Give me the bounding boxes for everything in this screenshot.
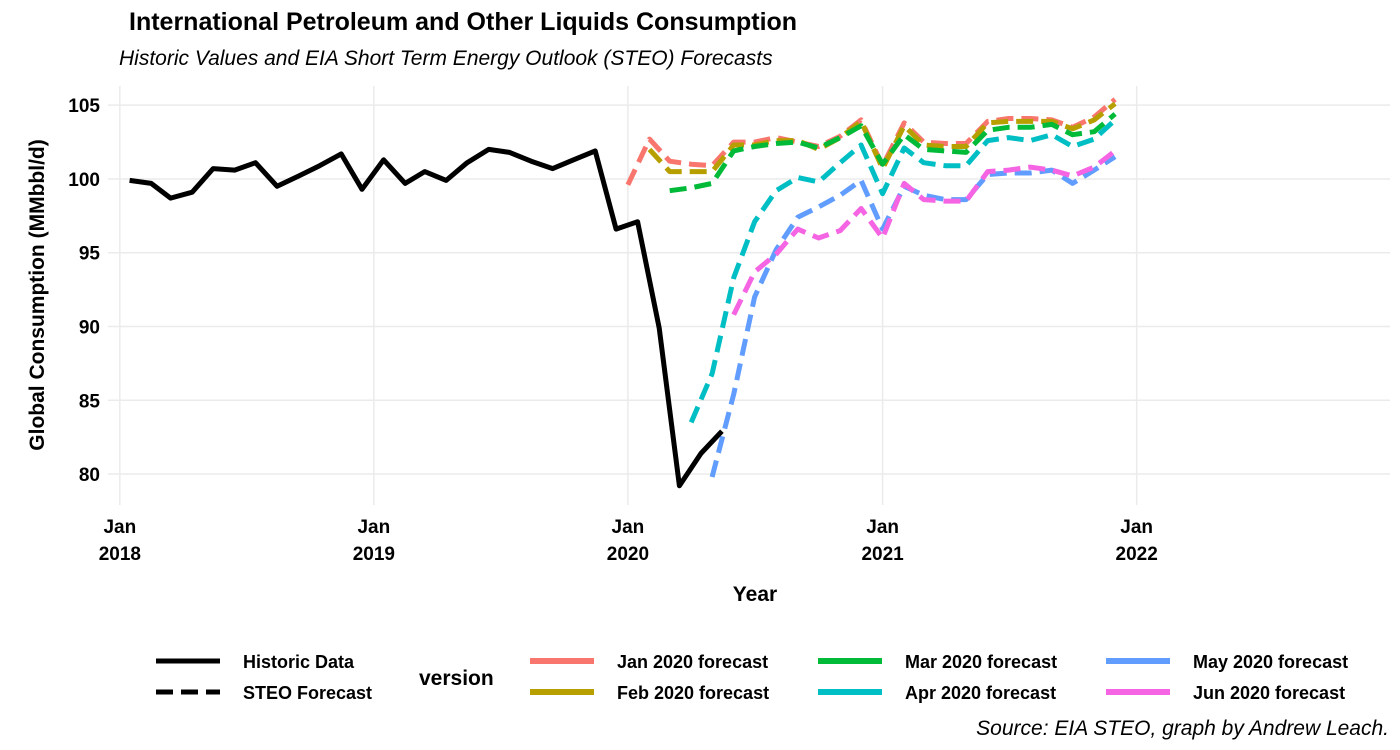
x-tick-label-year: 2022 (1116, 544, 1158, 565)
chart-title: International Petroleum and Other Liquid… (129, 8, 797, 36)
legend-label: Jun 2020 forecast (1193, 683, 1345, 703)
y-tick-label: 95 (79, 244, 101, 265)
series-lines (129, 97, 1117, 489)
series-line-may-2020-forecast (709, 154, 1117, 478)
series-line-mar-2020-forecast (669, 112, 1117, 194)
y-axis-ticks: 80 85 90 95 100 105 (68, 96, 100, 486)
caption: Source: EIA STEO, graph by Andrew Leach. (976, 717, 1389, 740)
x-axis-ticks: Jan 2018 Jan 2019 Jan 2020 Jan 2021 Jan 2022 (99, 517, 1158, 565)
legend: version Historic Data STEO Forecast Jan 20… (156, 652, 1348, 703)
legend-label: Historic Data (243, 652, 355, 672)
legend-label: Mar 2020 forecast (905, 652, 1057, 672)
gridlines (108, 86, 1390, 505)
x-tick-label-year: 2021 (861, 544, 904, 565)
legend-label: Jan 2020 forecast (617, 652, 768, 672)
legend-label: Apr 2020 forecast (905, 683, 1056, 703)
x-tick-label-month: Jan (103, 517, 136, 538)
y-tick-label: 85 (79, 391, 101, 412)
series-line-jan-2020-forecast (625, 97, 1117, 186)
x-tick-label-year: 2020 (607, 544, 649, 565)
legend-label: May 2020 forecast (1193, 652, 1348, 672)
series-line-historic-data (129, 146, 724, 489)
series-line-jun-2020-forecast (731, 148, 1117, 316)
y-tick-label: 100 (68, 170, 100, 191)
x-tick-label-month: Jan (357, 517, 390, 538)
legend-title: version (419, 667, 494, 690)
x-axis-title: Year (733, 583, 777, 606)
x-tick-label-month: Jan (1120, 517, 1153, 538)
x-tick-label-month: Jan (612, 517, 645, 538)
chart-subtitle: Historic Values and EIA Short Term Energ… (119, 47, 773, 70)
x-tick-label-year: 2018 (99, 544, 141, 565)
x-tick-label-year: 2019 (353, 544, 395, 565)
y-tick-label: 90 (79, 317, 100, 338)
y-axis-title: Global Consumption (MMbbl/d) (26, 139, 49, 450)
series-line-apr-2020-forecast (688, 118, 1117, 424)
legend-label: Feb 2020 forecast (617, 683, 769, 703)
y-tick-label: 105 (68, 96, 100, 117)
legend-label: STEO Forecast (243, 683, 372, 703)
y-tick-label: 80 (79, 465, 100, 486)
x-tick-label-month: Jan (866, 517, 899, 538)
